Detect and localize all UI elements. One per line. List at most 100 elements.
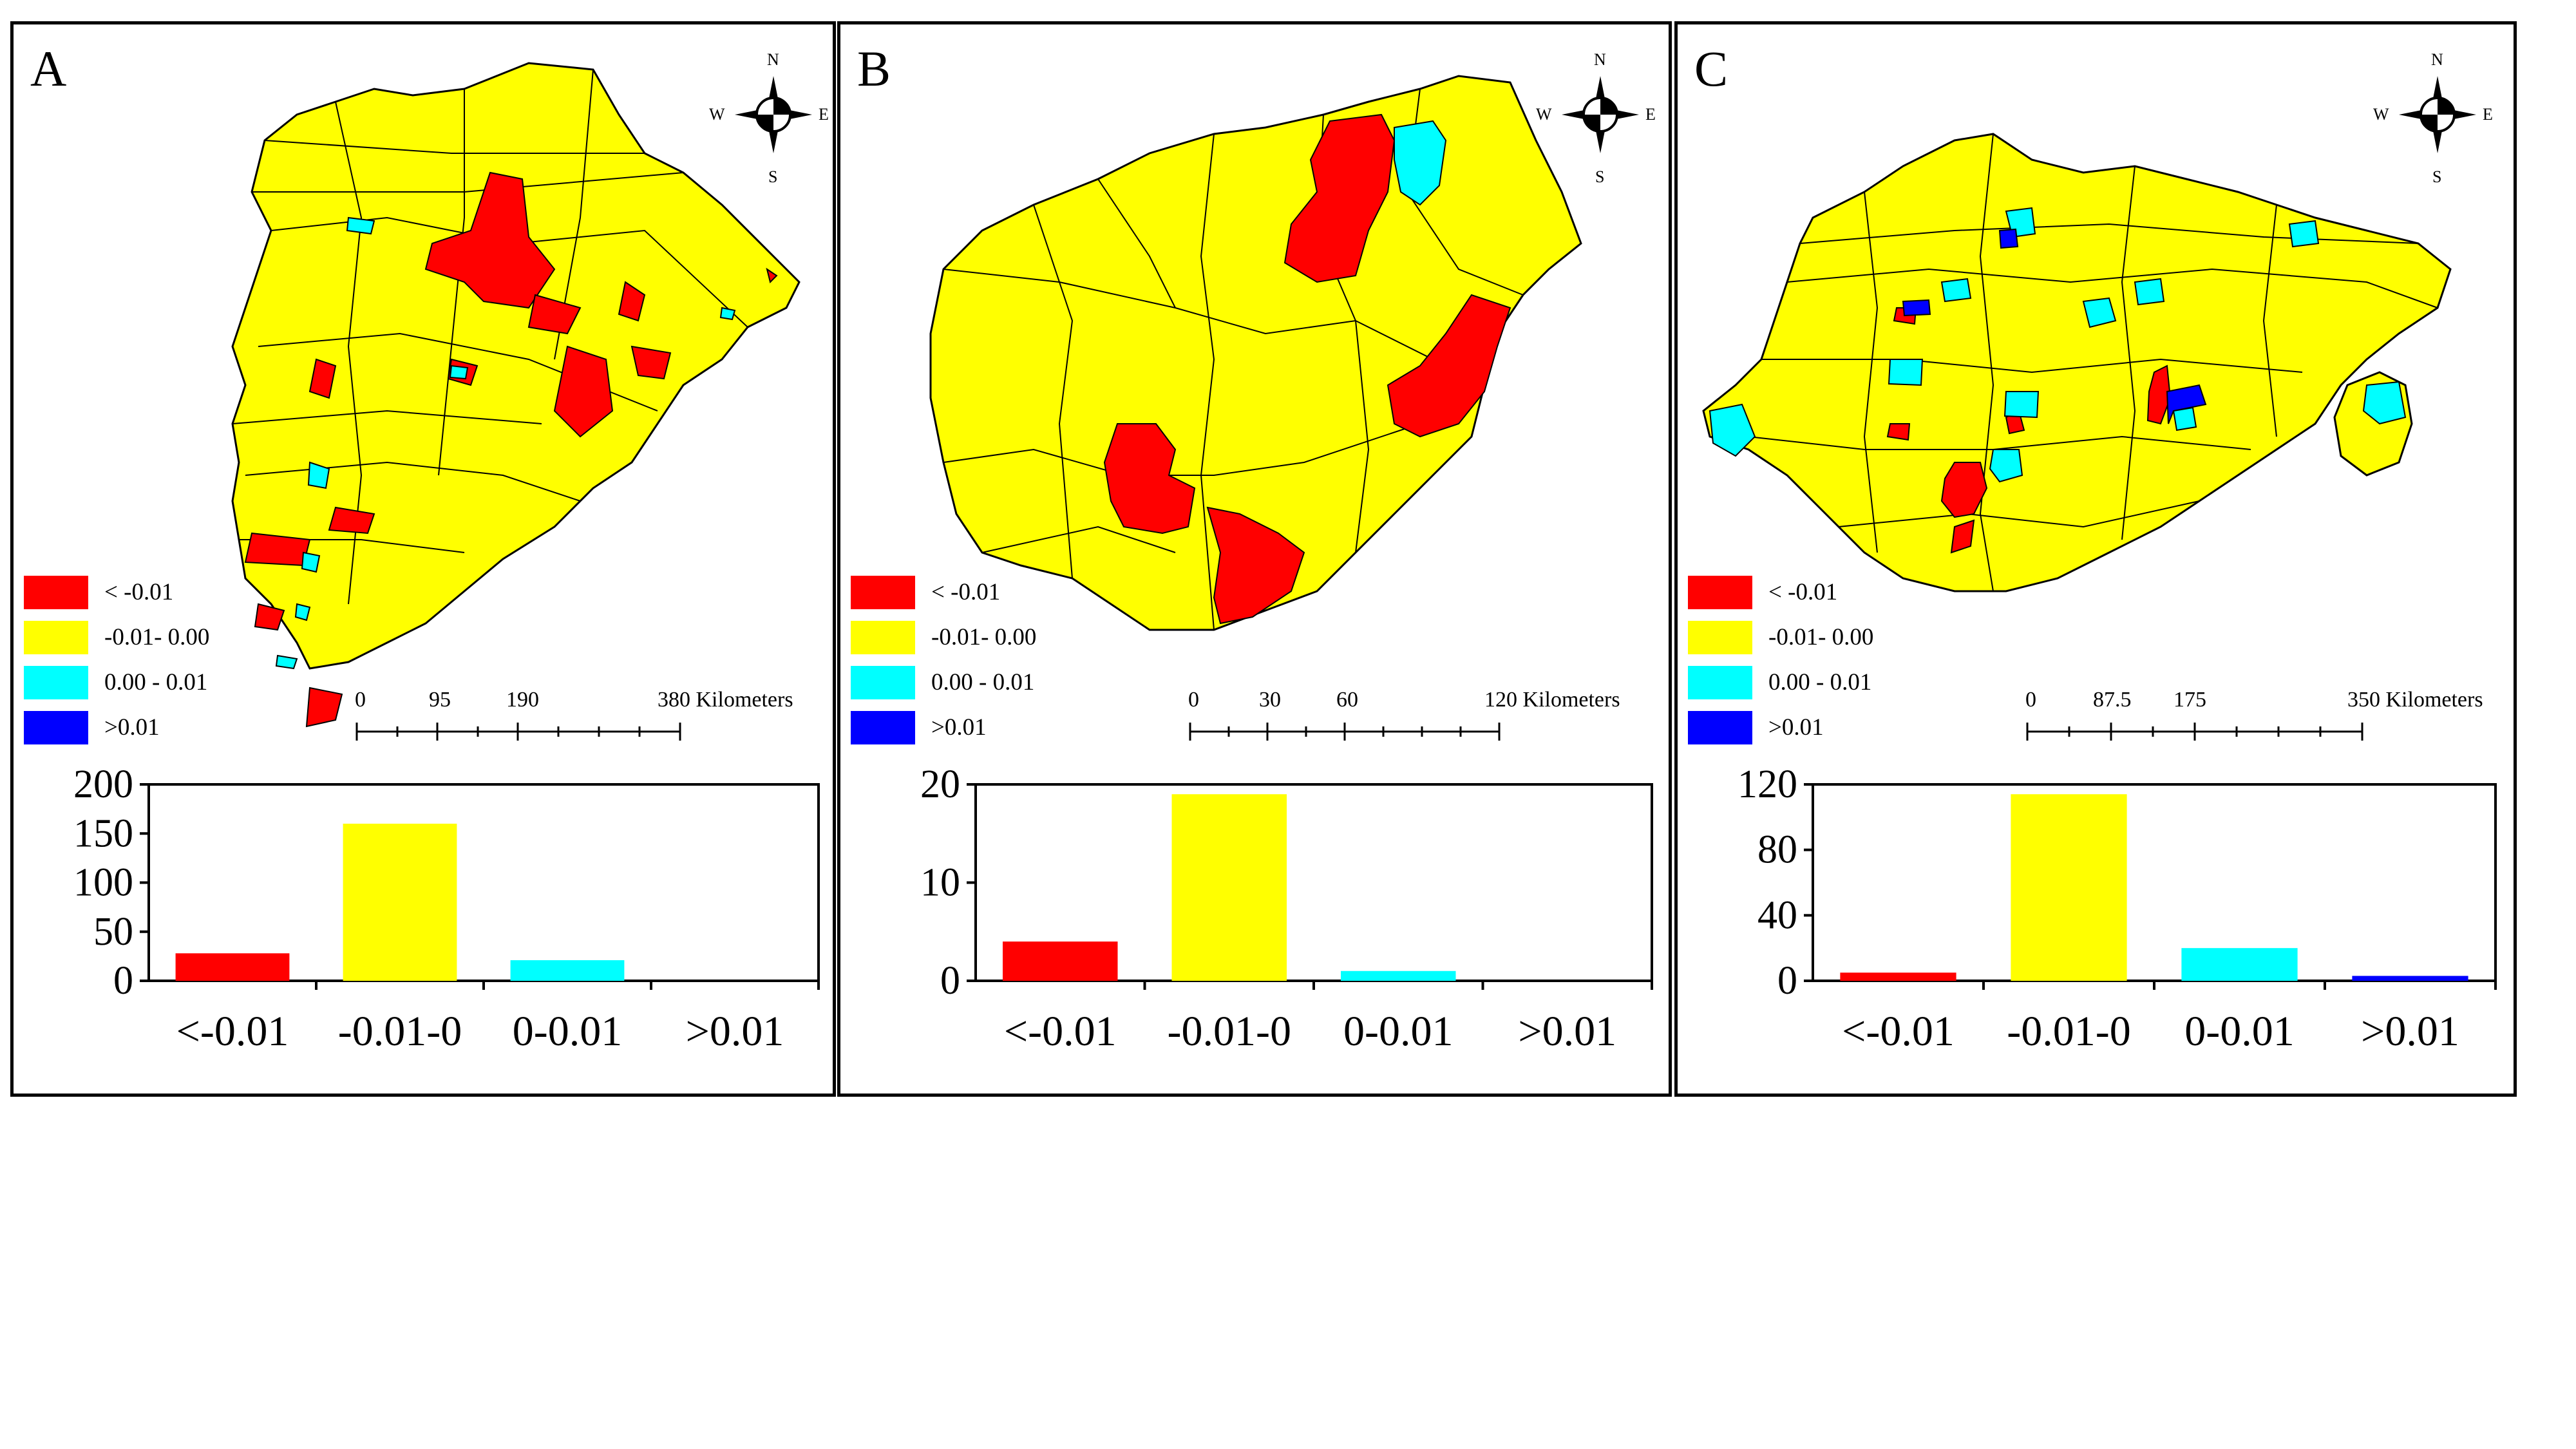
scale-bar-line: [355, 723, 681, 741]
bar-chart-c: 0 40 80 120 <-0.01 -0.01-0 0-0.01 >0.01: [1738, 762, 2497, 1055]
compass-icon: [2399, 76, 2476, 153]
bar: [175, 953, 290, 981]
map-c-blue-regions: [1902, 228, 2207, 424]
bar: [2011, 794, 2127, 981]
legend-swatch-cyan: [1688, 666, 1752, 699]
x-tick-label: >0.01: [2361, 1008, 2459, 1055]
y-tick-label: 150: [73, 811, 133, 855]
x-tick-label: >0.01: [1518, 1008, 1616, 1055]
scale-tick-label: 0: [355, 688, 366, 712]
legend-label: < -0.01: [931, 579, 1001, 605]
legend-item: -0.01- 0.00: [851, 616, 1134, 661]
legend-swatch-yellow: [1688, 621, 1752, 654]
legend: < -0.01 -0.01- 0.00 0.00 - 0.01 >0.01: [851, 571, 1134, 751]
legend-item: >0.01: [1688, 706, 1971, 751]
legend-swatch-blue: [851, 711, 915, 744]
bar: [1341, 971, 1456, 981]
scale-tick-label: 120 Kilometers: [1484, 688, 1620, 712]
legend-item: >0.01: [24, 706, 307, 751]
legend-label: 0.00 - 0.01: [1768, 669, 1872, 696]
legend-item: -0.01- 0.00: [24, 616, 307, 661]
scale-bar: 0 30 60 120 Kilometers: [1188, 688, 1665, 759]
compass-icon: [735, 76, 812, 153]
legend-item: < -0.01: [851, 571, 1134, 616]
scale-tick-label: 60: [1336, 688, 1358, 712]
compass-s: S: [1595, 167, 1605, 186]
x-tick-label: <-0.01: [1842, 1008, 1955, 1055]
legend-label: 0.00 - 0.01: [104, 669, 208, 696]
legend-label: -0.01- 0.00: [931, 624, 1037, 650]
bar: [1171, 794, 1287, 981]
bar-chart-a: 0 50 100 150 200 <-0.01 -0.01-0 0-0.01 >0.01: [73, 762, 820, 1055]
map-b-region-yellow: [929, 75, 1582, 631]
legend-swatch-yellow: [851, 621, 915, 654]
map-a-region-yellow: [231, 62, 800, 670]
bar: [2352, 976, 2468, 981]
legend-swatch-blue: [1688, 711, 1752, 744]
compass-icon: [1562, 76, 1639, 153]
bar: [510, 960, 625, 981]
y-tick-label: 0: [1777, 959, 1797, 1003]
scale-tick-label: 0: [2025, 688, 2036, 712]
y-tick-label: 10: [920, 861, 960, 905]
scale-tick-label: 87.5: [2093, 688, 2132, 712]
x-tick-label: <-0.01: [176, 1008, 289, 1055]
x-tick-label: 0-0.01: [513, 1008, 622, 1055]
bar: [343, 824, 457, 981]
scale-bar: 0 95 190 380 Kilometers: [355, 688, 844, 759]
y-tick-label: 0: [113, 959, 133, 1003]
panel-letter: A: [30, 41, 67, 97]
legend-item: -0.01- 0.00: [1688, 616, 1971, 661]
map-a: [231, 62, 800, 728]
legend-label: -0.01- 0.00: [1768, 624, 1874, 650]
compass-rose: N S E W: [1536, 50, 1665, 192]
compass-e: E: [1645, 105, 1656, 124]
map-c-cyan-regions: [1709, 207, 2407, 483]
legend-item: 0.00 - 0.01: [851, 661, 1134, 706]
scale-bar: 0 87.5 175 350 Kilometers: [2025, 688, 2515, 759]
compass-rose: N S E W: [709, 50, 838, 192]
compass-s: S: [768, 167, 778, 186]
legend-swatch-yellow: [24, 621, 88, 654]
scale-bar-line: [1189, 723, 1501, 741]
x-tick-label: 0-0.01: [1343, 1008, 1453, 1055]
legend-label: < -0.01: [1768, 579, 1838, 605]
y-tick-label: 20: [920, 762, 960, 806]
compass-n: N: [767, 50, 779, 69]
y-tick-label: 40: [1757, 893, 1797, 937]
compass-s: S: [2432, 167, 2442, 186]
legend-item: < -0.01: [1688, 571, 1971, 616]
panel-a: A: [10, 21, 836, 1097]
legend-label: >0.01: [931, 714, 987, 741]
compass-w: W: [709, 105, 725, 124]
legend-label: >0.01: [1768, 714, 1824, 741]
legend-item: 0.00 - 0.01: [24, 661, 307, 706]
x-tick-label: -0.01-0: [2007, 1008, 2130, 1055]
legend-swatch-red: [851, 576, 915, 609]
plot-frame: [147, 783, 820, 982]
legend-item: < -0.01: [24, 571, 307, 616]
x-tick-label: >0.01: [686, 1008, 784, 1055]
panel-b: B N S: [837, 21, 1672, 1097]
panel-c: C: [1674, 21, 2517, 1097]
x-tick-label: -0.01-0: [1168, 1008, 1291, 1055]
map-b-red-regions: [1103, 113, 1511, 625]
map-b: [929, 75, 1582, 631]
compass-w: W: [2373, 105, 2389, 124]
compass-n: N: [1594, 50, 1606, 69]
x-tick-label: 0-0.01: [2184, 1008, 2294, 1055]
compass-rose: N S E W: [2373, 50, 2502, 192]
compass-e: E: [2483, 105, 2493, 124]
scale-tick-label: 0: [1188, 688, 1199, 712]
x-tick-label: -0.01-0: [338, 1008, 462, 1055]
legend-label: 0.00 - 0.01: [931, 669, 1035, 696]
scale-tick-label: 95: [429, 688, 451, 712]
y-tick-label: 50: [93, 910, 133, 954]
map-a-red-regions: [244, 171, 778, 728]
scale-tick-label: 350 Kilometers: [2347, 688, 2483, 712]
compass-n: N: [2431, 50, 2443, 69]
legend-swatch-blue: [24, 711, 88, 744]
legend-swatch-red: [24, 576, 88, 609]
y-tick-label: 80: [1757, 828, 1797, 872]
legend: < -0.01 -0.01- 0.00 0.00 - 0.01 >0.01: [1688, 571, 1971, 751]
